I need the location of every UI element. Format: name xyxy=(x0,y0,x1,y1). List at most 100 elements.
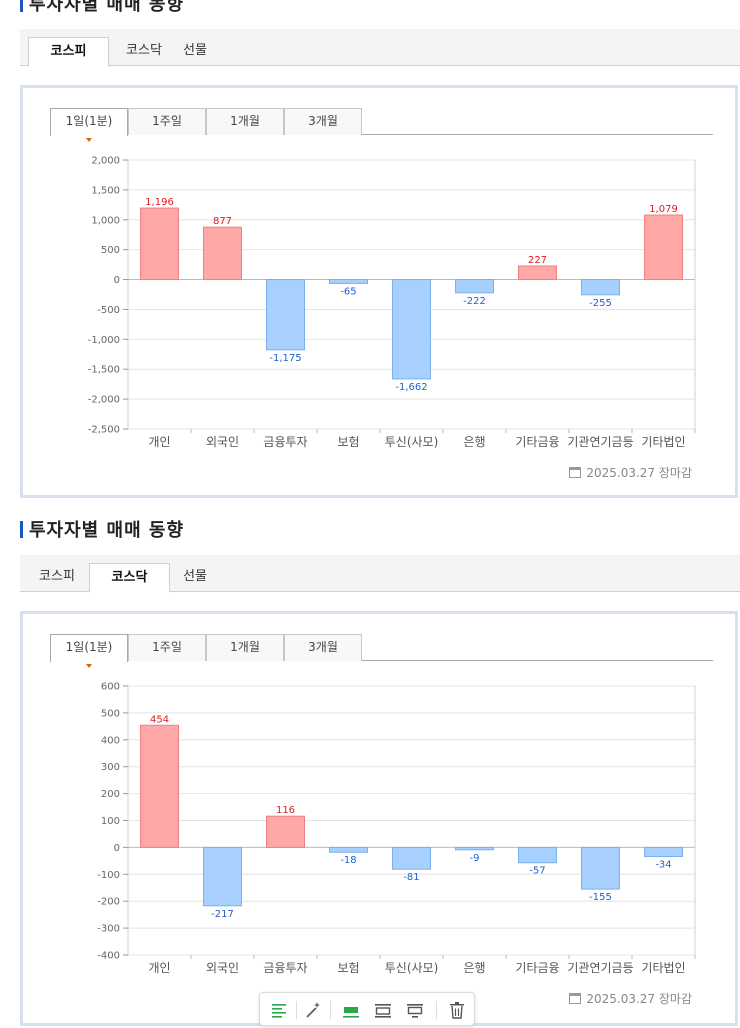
tab-period-3month[interactable]: 3개월 xyxy=(284,634,362,661)
calendar-icon xyxy=(569,467,582,478)
x-tick-label: 금융투자 xyxy=(263,961,307,975)
data-label: -9 xyxy=(470,853,480,864)
bar xyxy=(203,226,242,281)
y-tick-label: 0 xyxy=(114,843,120,854)
title-bar-marker xyxy=(20,0,23,12)
tab-kospi[interactable]: 코스피 xyxy=(39,569,75,584)
x-tick-label: 기타법인 xyxy=(641,961,685,975)
y-tick-label: -100 xyxy=(97,870,120,881)
period-tabs: 1일(1분) 1주일 1개월 3개월 xyxy=(50,108,713,142)
bar xyxy=(644,846,683,858)
x-tick-label: 투신(사모) xyxy=(385,961,439,975)
data-label: 877 xyxy=(213,216,232,227)
layout-top-icon[interactable] xyxy=(374,1001,392,1019)
y-tick-label: 2,000 xyxy=(91,156,120,167)
y-tick-label: 0 xyxy=(114,275,120,286)
x-tick-label: 은행 xyxy=(463,434,485,449)
layout-middle-icon[interactable] xyxy=(406,1001,424,1019)
section-title: 투자자별 매매 동향 xyxy=(20,520,184,542)
align-left-icon[interactable] xyxy=(270,1001,288,1019)
source-date: 2025.03.27 장마감 xyxy=(586,466,692,480)
bar xyxy=(392,846,431,870)
data-label: -222 xyxy=(463,296,486,307)
tab-futures[interactable]: 선물 xyxy=(183,569,207,584)
y-tick-label: -2,000 xyxy=(88,395,120,406)
x-tick-label: 기관연기금등 xyxy=(567,961,633,975)
tab-kospi[interactable]: 코스피 xyxy=(28,37,109,67)
tab-futures[interactable]: 선물 xyxy=(183,43,207,58)
investor-bar-chart: 2,000 1,500 1,000 500 0 -500 -1,000 -1,500 -2,00… xyxy=(88,156,696,449)
calendar-icon xyxy=(569,993,582,1004)
tab-period-label: 1일(1분) xyxy=(65,640,113,654)
magic-wand-icon[interactable] xyxy=(304,1001,322,1019)
x-tick-label: 기타금융 xyxy=(515,961,559,975)
bar xyxy=(329,846,368,853)
x-tick-label: 기관연기금등 xyxy=(567,435,633,449)
source-date: 2025.03.27 장마감 xyxy=(586,992,692,1006)
floating-toolbar xyxy=(259,992,475,1026)
x-tick-label: 보험 xyxy=(337,961,359,975)
bar xyxy=(140,724,179,848)
toolbar-separator xyxy=(330,1001,331,1019)
data-label: 454 xyxy=(150,714,169,725)
market-tabs: 코스피 코스닥 선물 xyxy=(20,29,740,67)
period-tabs: 1일(1분) 1주일 1개월 3개월 xyxy=(50,634,713,668)
data-label: -18 xyxy=(340,855,356,866)
y-tick-label: 1,000 xyxy=(91,215,120,226)
bar xyxy=(581,279,620,296)
bar xyxy=(581,846,620,890)
market-tabs: 코스피 코스닥 선물 xyxy=(20,555,740,593)
data-label: -1,662 xyxy=(395,382,427,393)
y-tick-label: 600 xyxy=(101,682,120,693)
bar xyxy=(455,279,494,294)
y-tick-label: -500 xyxy=(97,305,120,316)
data-label: 227 xyxy=(528,255,547,266)
x-tick-label: 금융투자 xyxy=(263,435,307,449)
x-tick-label: 개인 xyxy=(148,961,170,975)
data-label: -57 xyxy=(529,866,545,877)
tab-period-1day[interactable]: 1일(1분) xyxy=(50,634,128,668)
tab-period-1month[interactable]: 1개월 xyxy=(206,634,284,661)
tab-period-1month[interactable]: 1개월 xyxy=(206,108,284,135)
trash-icon[interactable] xyxy=(448,1001,466,1019)
tab-period-1day[interactable]: 1일(1분) xyxy=(50,108,128,142)
data-label: -155 xyxy=(589,892,612,903)
investor-bar-chart: 600 500 400 300 200 100 0 -100 -200 -300 -400 454 개인… xyxy=(97,682,696,975)
chart-panel: 1일(1분) 1주일 1개월 3개월 600 500 400 300 200 100 0 -1… xyxy=(20,611,738,1026)
tab-period-1week[interactable]: 1주일 xyxy=(128,108,206,135)
section-title: 투자자별 매매 동향 xyxy=(20,0,184,16)
y-tick-label: 400 xyxy=(101,735,120,746)
tab-kosdaq[interactable]: 코스닥 xyxy=(89,563,170,593)
tab-period-3month[interactable]: 3개월 xyxy=(284,108,362,135)
bar xyxy=(518,265,557,281)
data-label: -81 xyxy=(403,872,419,883)
data-label: -255 xyxy=(589,298,612,309)
x-tick-label: 투신(사모) xyxy=(385,435,439,449)
title-bar-marker xyxy=(20,521,23,538)
y-tick-label: 500 xyxy=(101,708,120,719)
y-tick-label: 500 xyxy=(101,245,120,256)
tab-period-1week[interactable]: 1주일 xyxy=(128,634,206,661)
x-tick-label: 외국인 xyxy=(206,435,239,449)
y-tick-label: -300 xyxy=(97,924,120,935)
x-tick-label: 기타법인 xyxy=(641,435,685,449)
y-tick-label: -2,500 xyxy=(88,425,120,436)
source-note: 2025.03.27 장마감 xyxy=(569,991,692,1007)
data-label: -65 xyxy=(340,286,356,297)
y-tick-label: 100 xyxy=(101,816,120,827)
section-title-text: 투자자별 매매 동향 xyxy=(29,520,185,541)
data-label: 1,079 xyxy=(649,204,678,215)
bar xyxy=(266,279,305,351)
bar xyxy=(644,214,683,281)
bar xyxy=(329,279,368,284)
data-label: 1,196 xyxy=(145,197,174,208)
data-label: -217 xyxy=(211,909,234,920)
y-tick-label: -1,000 xyxy=(88,335,120,346)
x-tick-label: 외국인 xyxy=(206,961,239,975)
layout-full-icon[interactable] xyxy=(342,1001,360,1019)
x-tick-label: 보험 xyxy=(337,435,359,449)
data-label: -1,175 xyxy=(269,353,301,364)
bar xyxy=(518,846,557,864)
tab-kosdaq[interactable]: 코스닥 xyxy=(126,43,162,58)
active-tab-marker-icon xyxy=(86,138,92,142)
